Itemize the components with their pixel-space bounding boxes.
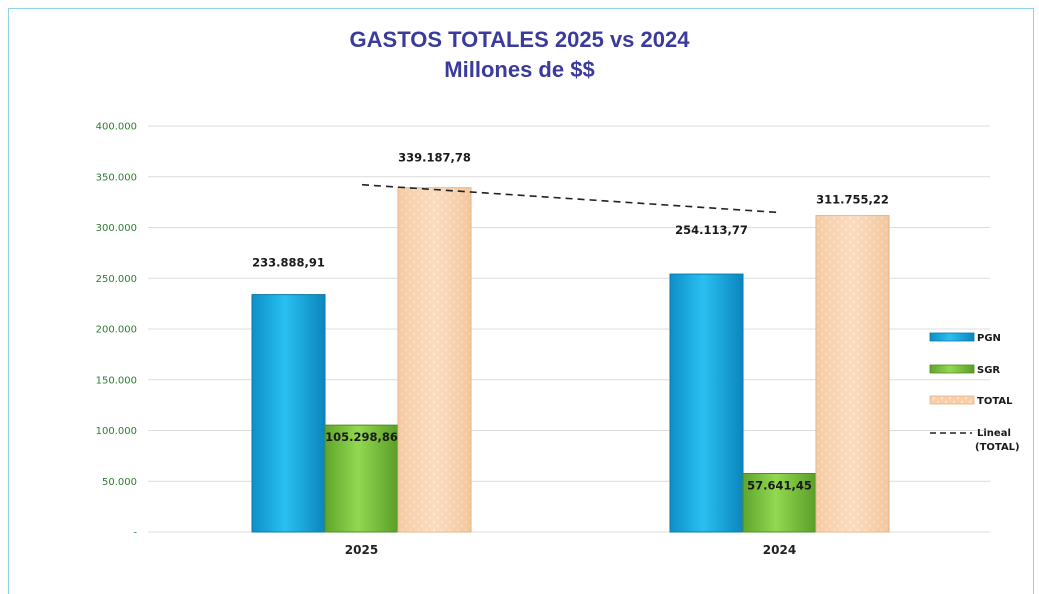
legend-label-trendline-line2: (TOTAL) bbox=[975, 442, 1020, 453]
data-label: 339.187,78 bbox=[398, 151, 471, 165]
y-tick-label: 100.000 bbox=[96, 426, 137, 437]
bar-pgn-2024 bbox=[669, 273, 744, 533]
data-label: 57.641,45 bbox=[747, 478, 812, 492]
data-label: 254.113,77 bbox=[675, 223, 748, 237]
legend-label-pgn: PGN bbox=[977, 333, 1001, 344]
legend-swatch-total bbox=[929, 395, 975, 405]
data-label: 105.298,86 bbox=[325, 430, 398, 444]
y-tick-label: 150.000 bbox=[96, 375, 137, 386]
legend-label-trendline-line1: Lineal bbox=[977, 428, 1011, 439]
y-tick-label: 250.000 bbox=[96, 274, 137, 285]
y-tick-label: - bbox=[133, 528, 137, 539]
bar-sgr-2024 bbox=[742, 472, 817, 533]
x-category-label: 2025 bbox=[345, 543, 378, 557]
chart-subtitle: Millones de $$ bbox=[444, 57, 595, 82]
trendline-total bbox=[361, 183, 781, 214]
chart-title: GASTOS TOTALES 2025 vs 2024 bbox=[349, 27, 690, 52]
bar-shade bbox=[398, 187, 471, 532]
bar-pgn-2025 bbox=[251, 294, 326, 533]
bar-shade bbox=[816, 215, 889, 532]
legend-label-total: TOTAL bbox=[977, 396, 1013, 407]
legend-swatch-pgn bbox=[929, 332, 975, 342]
data-label: 311.755,22 bbox=[816, 193, 889, 207]
y-tick-label: 50.000 bbox=[102, 477, 137, 488]
bar-sgr-2025 bbox=[324, 424, 399, 533]
y-tick-label: 350.000 bbox=[96, 172, 137, 183]
y-tick-label: 300.000 bbox=[96, 223, 137, 234]
legend-label-sgr: SGR bbox=[977, 365, 1000, 376]
y-tick-label: 400.000 bbox=[96, 122, 137, 133]
x-category-label: 2024 bbox=[763, 543, 796, 557]
y-tick-label: 200.000 bbox=[96, 325, 137, 336]
legend-swatch-sgr bbox=[929, 364, 975, 374]
data-label: 233.888,91 bbox=[252, 256, 325, 270]
